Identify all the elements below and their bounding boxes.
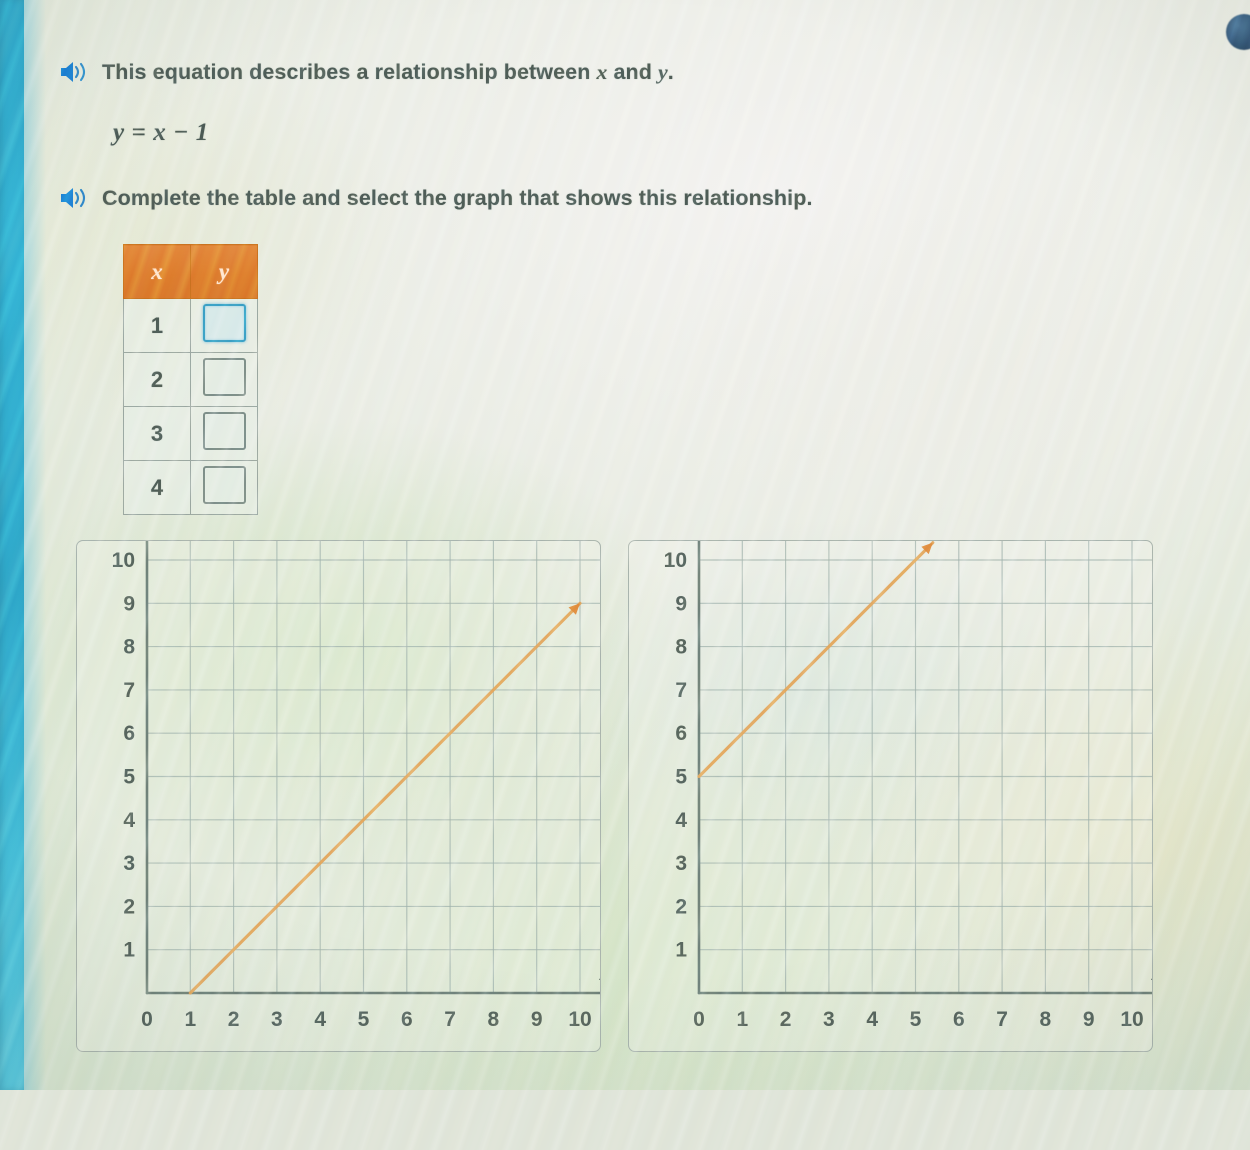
svg-text:x: x [1150,964,1152,985]
question-text-1: This equation describes a relationship b… [102,60,674,85]
question-text-2: Complete the table and select the graph … [102,185,813,210]
svg-text:1: 1 [675,939,687,962]
svg-text:2: 2 [675,895,687,918]
svg-text:10: 10 [664,549,687,572]
cell-x-1: 1 [123,298,191,353]
svg-text:2: 2 [123,895,135,918]
answer-input-3[interactable] [202,411,246,450]
svg-text:3: 3 [823,1008,835,1031]
column-header-y: y [190,244,258,299]
q1-seg-c: . [667,59,674,84]
svg-text:5: 5 [123,766,135,789]
svg-text:6: 6 [675,722,687,745]
svg-text:5: 5 [358,1008,370,1031]
svg-text:3: 3 [271,1008,283,1031]
answer-input-4[interactable] [202,465,246,504]
svg-text:5: 5 [675,766,687,789]
svg-text:1: 1 [736,1008,748,1031]
svg-text:0: 0 [693,1008,705,1031]
svg-text:0: 0 [141,1008,153,1031]
question-line-1: This equation describes a relationship b… [58,59,674,85]
table-row: 4 [123,460,258,515]
svg-text:8: 8 [675,636,687,659]
svg-text:9: 9 [675,592,687,615]
svg-text:4: 4 [675,809,687,832]
cell-x-2: 2 [123,352,191,407]
table-header-row: x y [123,244,258,299]
svg-text:8: 8 [488,1008,500,1031]
svg-text:1: 1 [184,1008,196,1031]
table-row: 1 [123,298,258,353]
cell-x-4: 4 [123,460,191,515]
answer-input-1[interactable] [202,303,246,342]
graph-a-plot: yx12345678910012345678910 [77,541,600,1051]
equation-display: y = x − 1 [113,119,209,146]
corner-avatar-icon[interactable] [1226,14,1250,50]
svg-text:10: 10 [568,1008,591,1031]
svg-text:7: 7 [996,1008,1008,1031]
svg-text:3: 3 [123,852,135,875]
svg-text:7: 7 [444,1008,456,1031]
cell-y-3 [190,406,258,461]
table-row: 3 [123,406,258,461]
cell-y-4 [190,460,258,515]
graph-b-plot: yx12345678910012345678910 [629,541,1152,1051]
xy-table: x y 1 2 3 4 [123,244,258,515]
svg-text:2: 2 [228,1008,240,1031]
device-edge-glow [24,0,46,1090]
graph-option-a[interactable]: yx12345678910012345678910 [76,540,601,1052]
svg-text:4: 4 [123,809,135,832]
svg-text:7: 7 [675,679,687,702]
q1-var-x: x [596,59,608,84]
q1-seg-a: This equation describes a relationship b… [102,59,597,84]
svg-text:9: 9 [1083,1008,1095,1031]
svg-text:5: 5 [910,1008,922,1031]
svg-text:10: 10 [1120,1008,1143,1031]
svg-text:6: 6 [953,1008,965,1031]
svg-text:9: 9 [123,592,135,615]
table-row: 2 [123,352,258,407]
svg-text:9: 9 [531,1008,543,1031]
svg-text:7: 7 [123,679,135,702]
svg-text:8: 8 [1040,1008,1052,1031]
svg-text:4: 4 [314,1008,326,1031]
svg-text:1: 1 [123,939,135,962]
graph-option-b[interactable]: yx12345678910012345678910 [628,540,1153,1052]
column-header-x: x [123,244,191,299]
svg-text:2: 2 [780,1008,792,1031]
speaker-audio-icon[interactable] [58,185,90,211]
svg-text:4: 4 [866,1008,878,1031]
answer-input-2[interactable] [202,357,246,396]
q1-var-y: y [658,59,668,84]
svg-text:8: 8 [123,636,135,659]
svg-text:6: 6 [123,722,135,745]
svg-text:6: 6 [401,1008,413,1031]
page-content: This equation describes a relationship b… [58,59,1153,1052]
q1-seg-b: and [607,59,659,84]
speaker-audio-icon[interactable] [58,59,90,85]
svg-text:3: 3 [675,852,687,875]
cell-x-3: 3 [123,406,191,461]
cell-y-1 [190,298,258,353]
question-line-2: Complete the table and select the graph … [58,185,813,211]
svg-text:10: 10 [112,549,135,572]
svg-text:x: x [598,964,600,985]
cell-y-2 [190,352,258,407]
device-edge-strip [0,0,24,1090]
